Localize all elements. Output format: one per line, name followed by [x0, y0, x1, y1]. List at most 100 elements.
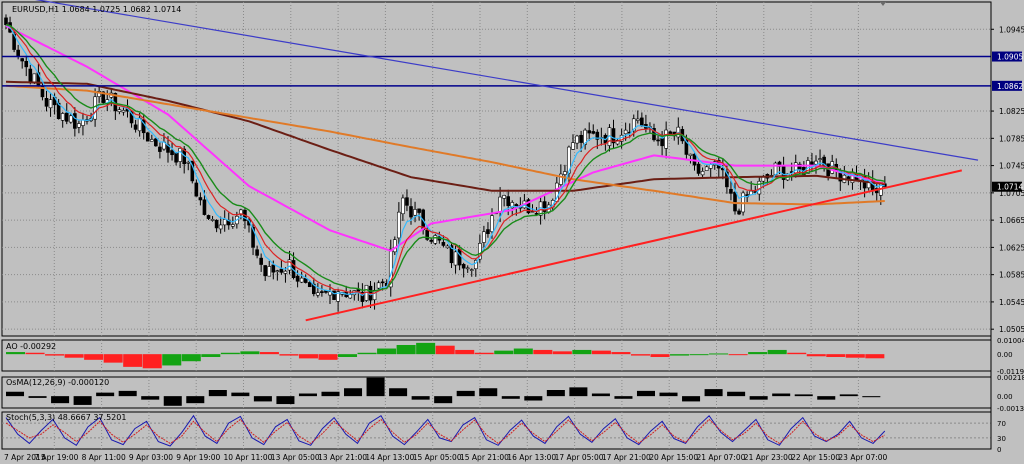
- candle-body: [502, 195, 506, 199]
- ao-bar: [767, 349, 787, 355]
- ao-bar: [689, 354, 709, 356]
- ao-bar: [494, 350, 514, 355]
- osma-bar: [501, 396, 520, 399]
- price-tag-text: 1.0862: [997, 82, 1023, 91]
- x-tick-label: 15 Apr 05:00: [413, 453, 462, 462]
- ao-bar: [201, 354, 221, 357]
- candle-body: [348, 294, 353, 299]
- candle-body: [737, 210, 741, 215]
- y-tick-label: 1.0825: [999, 107, 1024, 116]
- candle-body: [660, 138, 664, 147]
- ao-bar: [591, 350, 611, 355]
- x-tick-label: 9 Apr 03:00: [129, 453, 173, 462]
- candle-body: [279, 268, 284, 273]
- osma-pane: [6, 377, 881, 406]
- ao-bar: [45, 354, 65, 356]
- candle-body: [392, 239, 397, 253]
- candle-body: [814, 160, 818, 165]
- candle-body: [259, 257, 263, 265]
- candle-body: [684, 139, 689, 155]
- y-tick-label: 1.0745: [999, 162, 1024, 171]
- candle-body: [478, 243, 482, 260]
- candle-body: [413, 209, 417, 216]
- osma-bar: [749, 396, 768, 400]
- price-tag: [992, 80, 1022, 91]
- candle-body: [409, 206, 413, 218]
- x-tick-label: 14 Apr 13:00: [365, 453, 414, 462]
- ao-y-tick: 0.01004: [997, 337, 1024, 345]
- ao-bar: [6, 352, 26, 355]
- ao-bar: [142, 354, 162, 369]
- candle-body: [60, 113, 65, 121]
- candle-body: [194, 182, 199, 197]
- x-tick-label: 8 Apr 11:00: [82, 453, 126, 462]
- osma-bar: [862, 396, 881, 398]
- osma-bar: [298, 393, 317, 397]
- osma-bar: [434, 396, 453, 404]
- pane-frame-st: [1, 411, 992, 450]
- y-tick-label: 1.0705: [999, 189, 1024, 198]
- current-price-tag: [992, 181, 1022, 192]
- ao-y-tick: 0.00: [997, 351, 1013, 359]
- candle-body: [198, 197, 203, 201]
- candle-body: [441, 242, 446, 246]
- x-tick-label: 16 Apr 13:00: [507, 453, 556, 462]
- candle-body: [453, 251, 458, 266]
- ao-bar: [318, 354, 338, 360]
- candle-body: [700, 171, 705, 176]
- candle-body: [287, 259, 292, 271]
- candle-body: [465, 267, 470, 270]
- ao-bar: [552, 351, 572, 355]
- candle-body: [24, 60, 29, 68]
- candle-body: [397, 211, 401, 239]
- price-pane: [2, 0, 991, 322]
- osma-bar: [231, 392, 250, 397]
- ao-bar: [259, 352, 279, 355]
- x-tick-label: 13 Apr 21:00: [318, 453, 367, 462]
- ma-line-orange: [5, 84, 885, 206]
- candle-body: [469, 269, 474, 271]
- candle-body: [635, 118, 640, 121]
- ao-bar: [865, 354, 885, 359]
- candle-body: [174, 152, 178, 163]
- osma-bar: [546, 389, 565, 397]
- candle-body: [449, 245, 454, 264]
- candle-body: [510, 202, 515, 209]
- candle-body: [117, 109, 122, 113]
- candle-body: [145, 132, 150, 142]
- osma-bar: [51, 396, 70, 404]
- x-tick-label: 9 Apr 19:00: [176, 453, 220, 462]
- candle-body: [729, 188, 733, 194]
- candle-body: [154, 138, 158, 147]
- candle-body: [664, 129, 668, 149]
- osma-y-tick: 0.00218: [997, 374, 1024, 382]
- ao-bar: [416, 342, 436, 355]
- candle-body: [380, 281, 385, 284]
- candle-body: [575, 135, 579, 144]
- ao-bar: [123, 354, 143, 367]
- candle-body: [20, 58, 25, 62]
- current-price-tag-text: 1.0714: [997, 183, 1023, 192]
- candle-body: [251, 226, 255, 248]
- ao-bar: [670, 354, 690, 356]
- osma-bar: [636, 390, 655, 397]
- osma-bar: [276, 396, 295, 405]
- candle-body: [668, 131, 673, 134]
- ao-bar: [787, 352, 807, 355]
- stoch-signal-line: [5, 418, 886, 445]
- price-tag-text: 1.0905: [997, 53, 1023, 62]
- ao-bar: [748, 352, 768, 355]
- osma-bar: [321, 391, 340, 397]
- candle-body: [283, 270, 288, 274]
- y-tick-label: 1.0665: [999, 216, 1024, 225]
- candle-body: [534, 213, 539, 215]
- stoch-main-line: [5, 414, 886, 447]
- osma-bar: [704, 389, 723, 397]
- ao-bar: [298, 354, 318, 359]
- candle-body: [263, 265, 268, 277]
- osma-bar: [591, 393, 610, 397]
- trendline-red: [305, 169, 963, 322]
- ao-bar: [84, 354, 104, 360]
